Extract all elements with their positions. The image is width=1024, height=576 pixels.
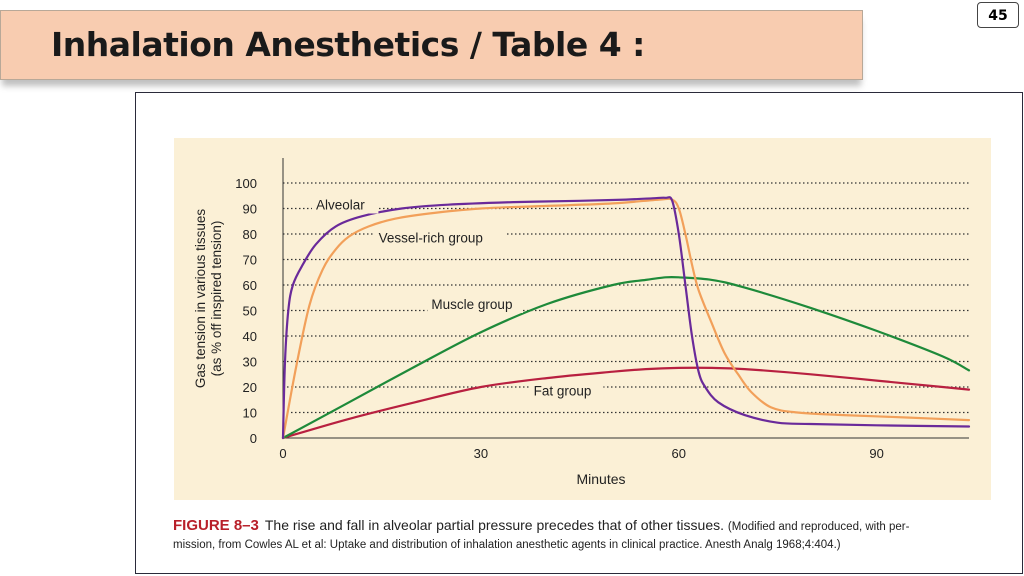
- y-axis-label-line2: (as % off inspired tension): [209, 221, 224, 377]
- series-label-vessel-rich-group: Vessel-rich group: [379, 231, 483, 246]
- x-tick-label: 0: [279, 446, 286, 461]
- y-tick-label: 10: [243, 406, 257, 421]
- series-label-alveolar: Alveolar: [316, 198, 365, 213]
- y-tick-label: 30: [243, 355, 257, 370]
- figure-caption: FIGURE 8–3 The rise and fall in alveolar …: [173, 517, 1003, 551]
- y-tick-label: 20: [243, 380, 257, 395]
- series-label-bg-alveolar: [311, 196, 379, 214]
- caption-text: The rise and fall in alveolar partial pr…: [264, 517, 725, 533]
- series-line-muscle-group: [281, 275, 971, 440]
- series-line-alveolar: [281, 196, 971, 440]
- y-tick-label: 40: [243, 329, 257, 344]
- y-tick-label: 60: [243, 278, 257, 293]
- x-tick-label: 60: [672, 446, 686, 461]
- y-tick-label: 50: [243, 304, 257, 319]
- caption-figure-label: FIGURE 8–3: [173, 517, 259, 534]
- y-tick-label: 0: [250, 431, 257, 446]
- x-tick-label: 30: [474, 446, 488, 461]
- title-bar: Inhalation Anesthetics / Table 4 :: [0, 10, 863, 80]
- page-number: 45: [977, 2, 1019, 28]
- y-tick-label: 90: [243, 202, 257, 217]
- chart-panel: [174, 138, 991, 500]
- x-tick-label: 90: [869, 446, 883, 461]
- page-title: Inhalation Anesthetics / Table 4 :: [51, 25, 645, 64]
- caption-source: mission, from Cowles AL et al: Uptake an…: [173, 539, 841, 551]
- y-tick-label: 100: [235, 176, 257, 191]
- series-label-bg-muscle-group: [427, 295, 524, 313]
- series-label-muscle-group: Muscle group: [431, 297, 512, 312]
- y-tick-label: 80: [243, 227, 257, 242]
- x-axis-label: Minutes: [576, 471, 625, 487]
- caption-source-start: (Modified and reproduced, with per-: [727, 521, 910, 533]
- y-axis-label: Gas tension in various tissues: [193, 209, 208, 389]
- series-label-bg-fat-group: [529, 382, 604, 400]
- figure-frame: 0 10 20 30 40 50 60 70 80 90 100 0 30 60 90 Minutes Gas …: [135, 92, 1023, 574]
- series-line-fat-group: [281, 366, 971, 440]
- y-tick-label: 70: [243, 253, 257, 268]
- series-label-fat-group: Fat group: [534, 384, 592, 399]
- chart: 0 10 20 30 40 50 60 70 80 90 100 0 30 60 90 Minutes Gas …: [174, 138, 991, 500]
- series-label-bg-vessel-rich-group: [374, 229, 507, 247]
